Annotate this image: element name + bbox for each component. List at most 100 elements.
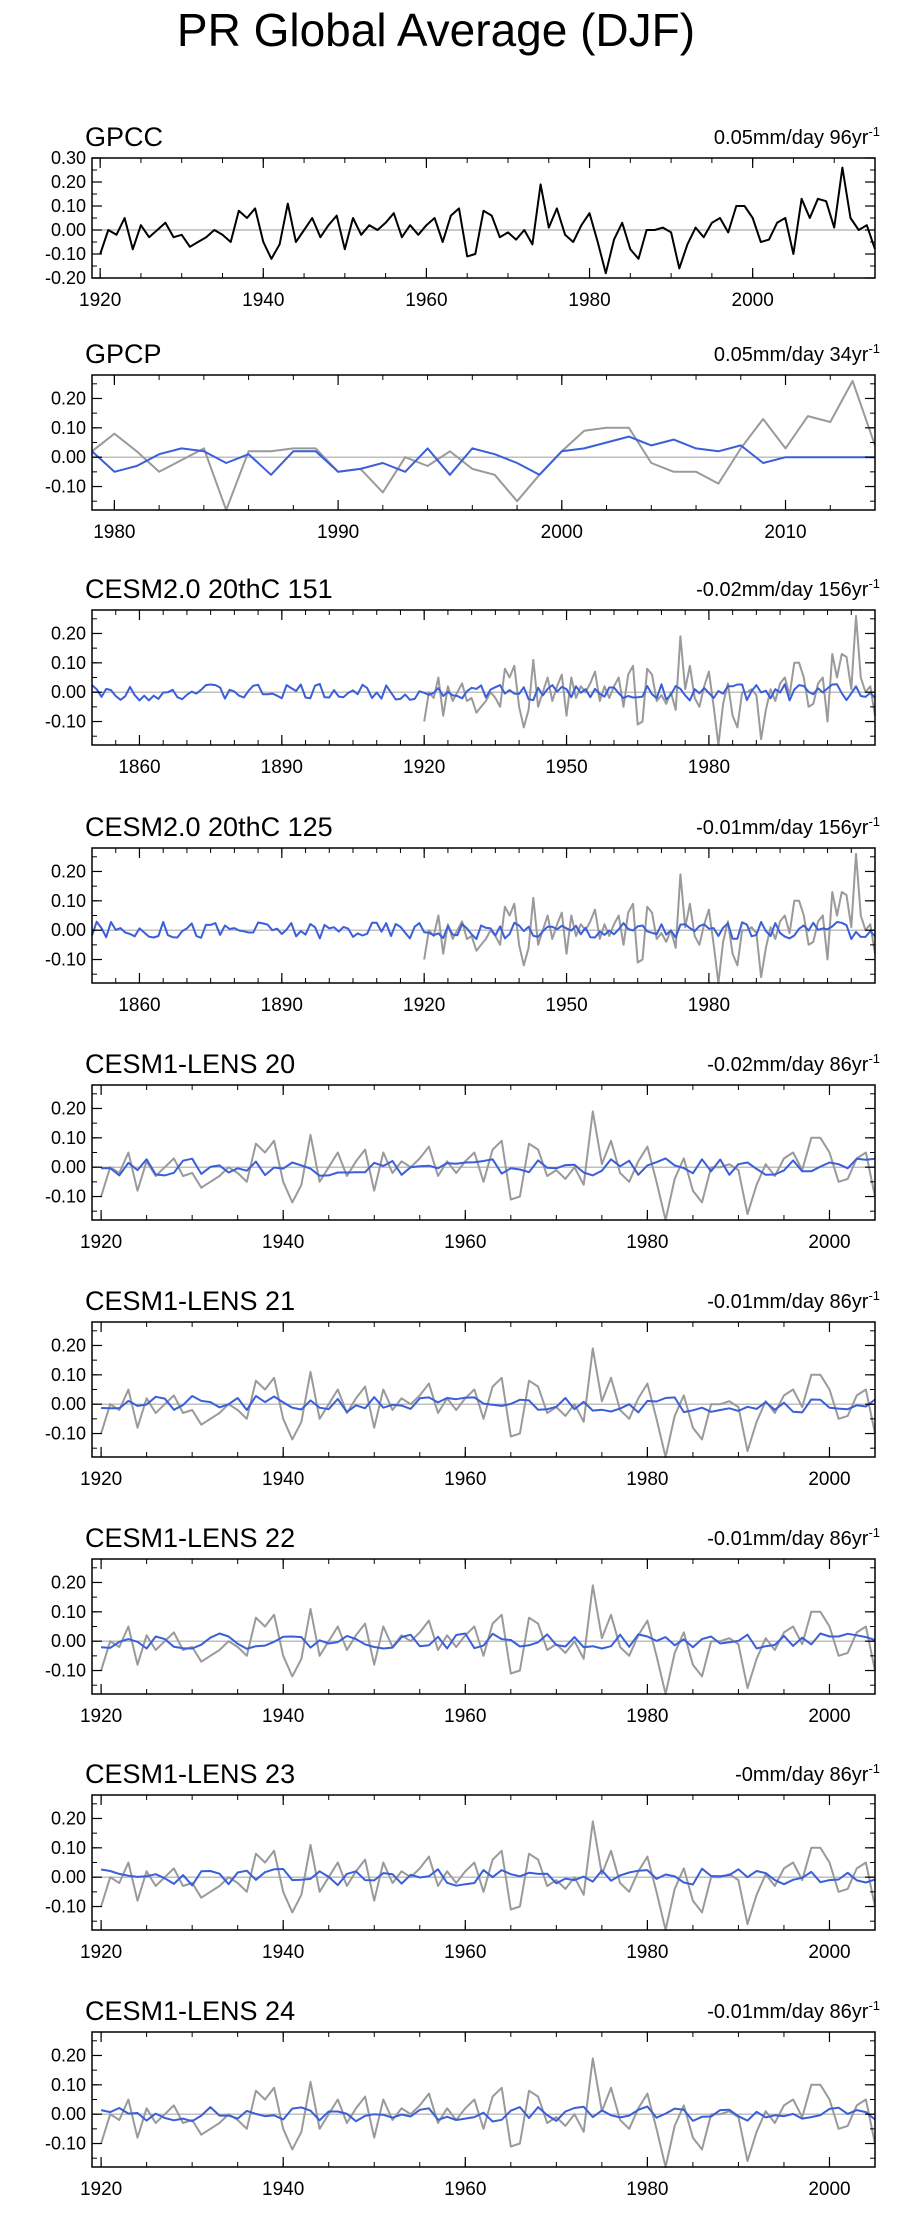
plot-frame [91, 374, 876, 511]
y-tick-label: -0.10 [45, 950, 86, 970]
y-tick-label: 0.10 [51, 1602, 86, 1622]
y-tick-label: -0.10 [45, 2134, 86, 2154]
x-tick-label: 1940 [262, 1942, 304, 1963]
y-tick-label: -0.10 [45, 477, 86, 497]
panel-title: GPCP [85, 339, 162, 369]
x-tick-label: 1920 [80, 1232, 122, 1253]
chart-panel: CESM1-LENS 21 -0.01mm/day 86yr-1 1920 1940 1… [45, 1286, 880, 1490]
series-line [100, 1820, 876, 1931]
y-tick-label: -0.10 [45, 244, 86, 264]
series-line [100, 1110, 876, 1221]
x-tick-label: 1980 [568, 290, 610, 311]
y-tick-label: 0.10 [51, 418, 86, 438]
y-tick-label: 0.00 [51, 920, 86, 940]
x-tick-label: 2000 [732, 290, 774, 311]
y-tick-label: 0.20 [51, 1808, 86, 1828]
trend-label: -0.01mm/day 156yr-1 [696, 814, 880, 839]
x-tick-label: 1950 [545, 757, 587, 778]
chart-panel: CESM1-LENS 20 -0.02mm/day 86yr-1 1920 1940 1… [45, 1049, 880, 1253]
y-tick-label: -0.20 [45, 268, 86, 288]
series-line [423, 852, 876, 984]
y-tick-label: 0.20 [51, 861, 86, 881]
trend-label: -0.01mm/day 86yr-1 [707, 1998, 880, 2023]
x-tick-label: 1980 [626, 1469, 668, 1490]
y-tick-label: 0.10 [51, 1838, 86, 1858]
series-line [101, 1157, 876, 1177]
y-tick-label: 0.10 [51, 196, 86, 216]
x-tick-label: 1940 [262, 1469, 304, 1490]
panel-title: CESM1-LENS 21 [85, 1286, 295, 1316]
y-tick-label: 0.00 [51, 220, 86, 240]
series-line [100, 1347, 876, 1458]
x-tick-label: 1960 [405, 290, 447, 311]
y-tick-label: 0.20 [51, 1572, 86, 1592]
x-tick-label: 1920 [403, 757, 445, 778]
trend-label: -0.02mm/day 86yr-1 [707, 1051, 880, 1076]
plot-frame [91, 609, 876, 746]
x-tick-label: 1920 [80, 1942, 122, 1963]
panel-title: GPCC [85, 122, 163, 152]
y-tick-label: 0.00 [51, 682, 86, 702]
trend-exponent: -1 [868, 814, 880, 829]
y-tick-label: 0.20 [51, 623, 86, 643]
x-tick-label: 1940 [242, 290, 284, 311]
panel-title: CESM1-LENS 20 [85, 1049, 295, 1079]
plot-frame [91, 847, 876, 984]
x-tick-label: 1960 [444, 1232, 486, 1253]
y-tick-label: 0.20 [51, 1098, 86, 1118]
chart-panel: CESM1-LENS 22 -0.01mm/day 86yr-1 1920 1940 1… [45, 1523, 880, 1727]
x-tick-label: 1990 [317, 522, 359, 543]
y-tick-label: -0.10 [45, 1897, 86, 1917]
trend-exponent: -1 [868, 1998, 880, 2013]
x-tick-label: 1980 [626, 1942, 668, 1963]
y-tick-label: 0.10 [51, 653, 86, 673]
trend-exponent: -1 [868, 1525, 880, 1540]
x-tick-label: 1920 [80, 1706, 122, 1727]
x-tick-label: 1920 [80, 2179, 122, 2200]
panel-title: CESM2.0 20thC 151 [85, 574, 333, 604]
x-tick-label: 1920 [80, 1469, 122, 1490]
y-tick-label: 0.00 [51, 2104, 86, 2124]
x-tick-label: 1960 [444, 1942, 486, 1963]
x-tick-label: 1960 [444, 2179, 486, 2200]
series-line [91, 920, 876, 940]
page-title: PR Global Average (DJF) [176, 4, 696, 56]
x-tick-label: 1890 [261, 995, 303, 1016]
trend-label: -0.01mm/day 86yr-1 [707, 1288, 880, 1313]
y-tick-label: 0.10 [51, 1128, 86, 1148]
series-line [91, 683, 876, 702]
y-tick-label: -0.10 [45, 1187, 86, 1207]
trend-label: -0mm/day 86yr-1 [735, 1761, 880, 1786]
series-line [91, 379, 876, 511]
x-tick-label: 2000 [808, 1469, 850, 1490]
trend-exponent: -1 [868, 124, 880, 139]
x-tick-label: 2000 [808, 1942, 850, 1963]
series-line [91, 435, 875, 476]
x-tick-label: 1940 [262, 1232, 304, 1253]
plot-frame [91, 1794, 876, 1931]
x-tick-label: 1980 [626, 2179, 668, 2200]
x-tick-label: 2000 [808, 1706, 850, 1727]
y-tick-label: 0.20 [51, 1335, 86, 1355]
y-tick-label: 0.00 [51, 447, 86, 467]
x-tick-label: 1860 [118, 757, 160, 778]
x-tick-label: 1980 [688, 995, 730, 1016]
chart-panel: CESM2.0 20thC 151 -0.02mm/day 156yr-1 1860… [45, 574, 880, 778]
trend-exponent: -1 [868, 1761, 880, 1776]
panel-title: CESM2.0 20thC 125 [85, 812, 333, 842]
trend-label: -0.01mm/day 86yr-1 [707, 1525, 880, 1550]
y-tick-label: 0.20 [51, 172, 86, 192]
trend-label: 0.05mm/day 34yr-1 [714, 341, 880, 366]
y-tick-label: 0.10 [51, 2075, 86, 2095]
x-tick-label: 1860 [118, 995, 160, 1016]
series-line [101, 1395, 876, 1414]
y-tick-label: -0.10 [45, 1424, 86, 1444]
y-tick-label: 0.00 [51, 1867, 86, 1887]
plot-frame [91, 2031, 876, 2168]
x-tick-label: 1960 [444, 1469, 486, 1490]
x-tick-label: 1890 [261, 757, 303, 778]
x-tick-label: 1980 [688, 757, 730, 778]
chart-panel: GPCC 0.05mm/day 96yr-1 1920 1940 1960 1980 200… [45, 122, 880, 311]
series-line [423, 614, 876, 746]
